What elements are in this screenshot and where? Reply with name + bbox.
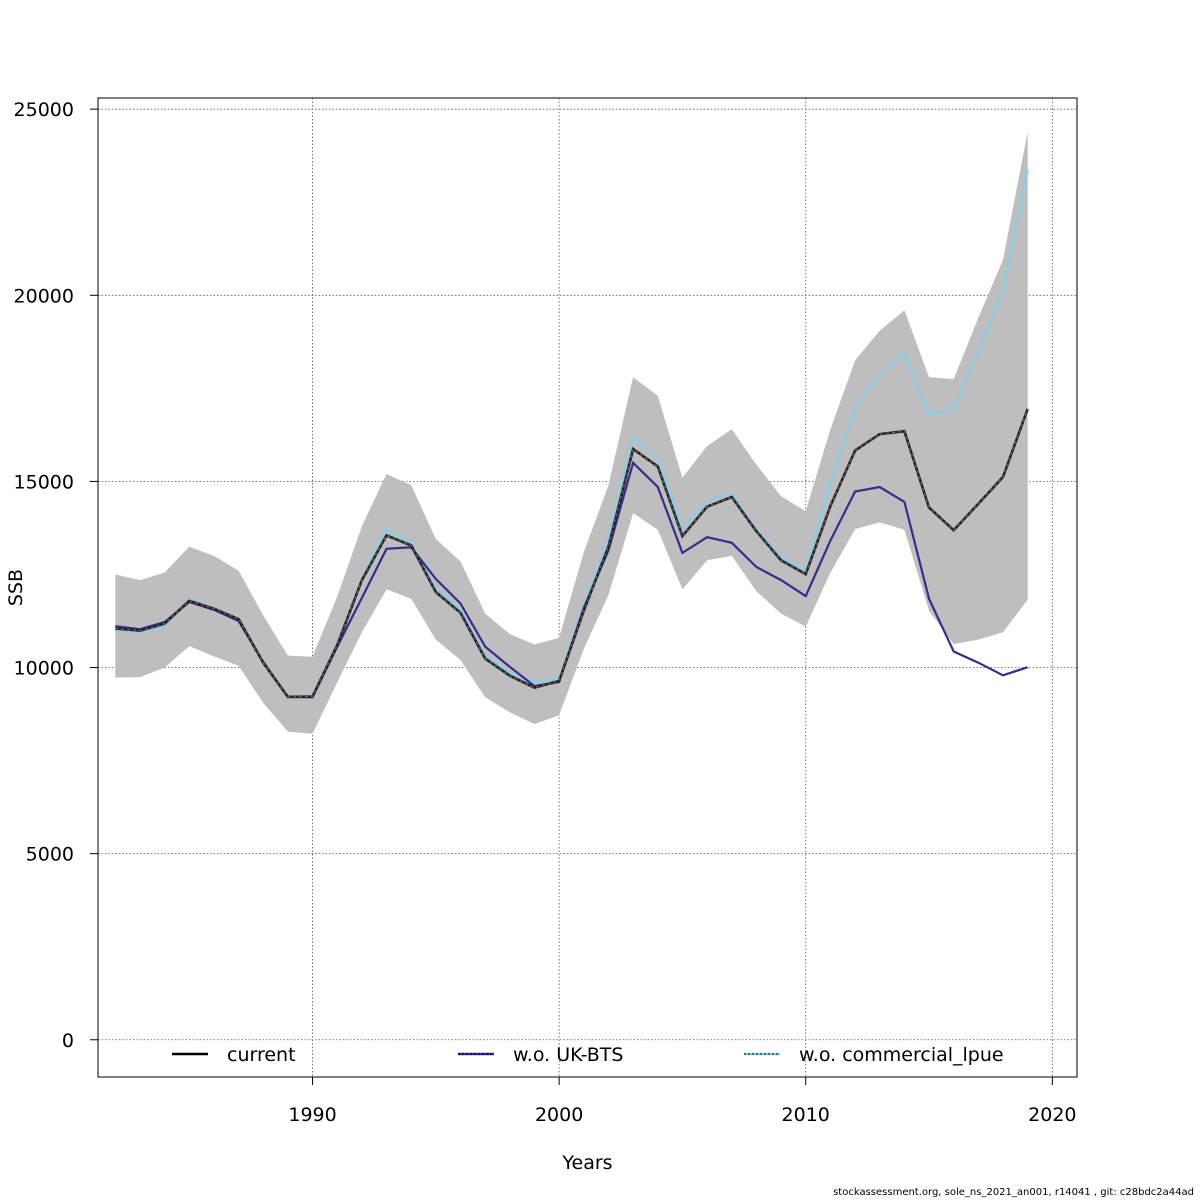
x-tick-label: 1990 bbox=[288, 1104, 336, 1126]
y-tick-label: 20000 bbox=[14, 285, 74, 307]
x-tick-label: 2000 bbox=[535, 1104, 583, 1126]
y-tick-label: 10000 bbox=[14, 658, 74, 680]
legend-label-current: current bbox=[227, 1044, 296, 1066]
legend: current w.o. UK-BTS w.o. commercial_lpue bbox=[172, 1044, 1004, 1066]
confidence-band-layer bbox=[115, 131, 1028, 734]
legend-label-w-o-commercial-lpue: w.o. commercial_lpue bbox=[799, 1044, 1004, 1066]
y-axis-title: SSB bbox=[5, 569, 27, 606]
confidence-band bbox=[115, 131, 1028, 734]
series-layer bbox=[115, 169, 1029, 699]
legend-label-w-o-uk-bts: w.o. UK-BTS bbox=[513, 1044, 623, 1066]
plot-frame bbox=[97, 97, 1078, 1078]
footer-source: stockassessment.org, sole_ns_2021_an001,… bbox=[833, 1187, 1194, 1198]
x-axis-title: Years bbox=[561, 1152, 612, 1174]
y-tick-label: 5000 bbox=[26, 844, 74, 866]
axes: 1990 2000 2010 2020 0 5000 10000 15000 20000 2500… bbox=[14, 99, 1077, 1126]
series-line-overlay-current bbox=[115, 408, 1029, 698]
x-tick-label: 2020 bbox=[1028, 1104, 1076, 1126]
x-tick-label: 2010 bbox=[782, 1104, 830, 1126]
y-tick-label: 15000 bbox=[14, 471, 74, 493]
y-tick-label: 0 bbox=[62, 1030, 74, 1052]
y-tick-label: 25000 bbox=[14, 99, 74, 121]
